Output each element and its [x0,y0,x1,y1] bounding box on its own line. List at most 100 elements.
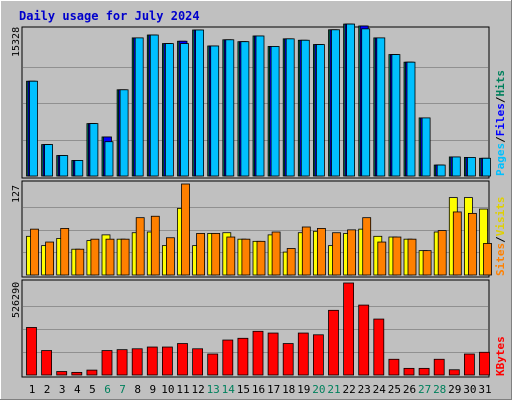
x-label-day-30: 30 [463,383,476,396]
bar-kbytes-day-6 [101,350,113,376]
x-label-day-14: 14 [222,383,236,396]
bar-sites-day-22 [347,229,357,276]
legend-sep-2: / [494,96,507,103]
x-label-day-6: 6 [104,383,111,396]
bar-pages-day-2 [44,144,53,177]
bar-pages-day-3 [59,155,69,177]
bar-pages-day-12 [195,29,205,177]
bar-pages-day-14 [225,39,235,177]
bar-sites-day-6 [105,238,115,276]
hits-files-pages-panel [21,26,490,179]
panel-3-frame [21,279,490,378]
bar-sites-day-16 [256,240,266,276]
legend-pages: Pages [494,143,507,176]
bar-sites-day-25 [392,236,402,276]
x-label-day-16: 16 [252,383,265,396]
bar-pages-day-26 [406,61,416,177]
bar-sites-day-31 [483,243,492,276]
bar-sites-day-5 [90,238,100,276]
bar-pages-day-16 [255,35,265,177]
bar-sites-day-27 [422,250,432,276]
bar-kbytes-day-18 [282,343,294,376]
legend-visits: Visits [494,197,507,237]
bar-kbytes-day-23 [358,304,370,376]
bar-kbytes-day-21 [328,309,339,376]
bar-sites-day-26 [407,238,417,276]
bar-pages-day-7 [119,89,129,177]
x-axis-labels: 1 2 3 4 5 6 7 8 9 10 11 12 13 14 15 16 17 18 19 20 21 22 23 24 2… [29,383,492,396]
bar-sites-day-29 [452,211,462,276]
bar-kbytes-day-16 [252,330,264,376]
legend-sites-visits: Sites/Visits [494,197,507,277]
bar-kbytes-day-1 [26,327,37,376]
bar-pages-day-21 [331,29,340,177]
panel-1-max-label: 15328 [11,27,22,57]
bar-kbytes-day-20 [312,334,324,376]
legend-kbytes: KBytes [494,336,507,376]
panel-2-max-label: 127 [11,185,22,203]
x-label-day-8: 8 [134,383,141,396]
bar-pages-day-5 [89,123,99,177]
panel-2-frame [21,180,490,278]
x-label-day-5: 5 [89,383,96,396]
bar-kbytes-day-19 [297,332,309,376]
x-label-day-12: 12 [191,383,204,396]
bar-kbytes-day-11 [177,343,188,376]
bar-kbytes-day-8 [131,348,143,376]
visits-sites-panel [21,180,490,278]
bar-sites-day-28 [437,230,447,276]
bar-pages-day-9 [149,34,159,177]
bar-sites-day-17 [271,231,281,276]
x-label-day-4: 4 [74,383,81,396]
bar-kbytes-day-14 [222,339,234,376]
x-label-day-28: 28 [433,383,446,396]
bar-sites-day-20 [316,228,326,276]
x-label-day-9: 9 [149,383,156,396]
bar-sites-day-15 [241,238,251,276]
bars-layer [23,23,492,376]
bar-sites-day-13 [211,233,221,276]
bar-pages-day-22 [346,23,356,177]
bar-kbytes-day-4 [71,371,83,376]
bar-sites-day-10 [165,237,175,276]
x-label-day-22: 22 [342,383,355,396]
bar-sites-day-23 [362,217,372,276]
bar-pages-day-27 [421,117,431,177]
bar-pages-day-15 [240,41,250,177]
x-label-day-23: 23 [358,383,371,396]
bar-kbytes-day-10 [161,346,173,376]
bar-sites-day-2 [45,241,54,276]
bar-sites-day-3 [60,228,70,276]
bar-kbytes-day-3 [56,371,68,376]
panel-3-max-label: 526290 [11,282,22,318]
bar-pages-day-23 [361,28,371,177]
bar-sites-day-4 [75,248,85,276]
bar-kbytes-day-25 [388,358,400,376]
bar-pages-day-29 [451,156,461,177]
bar-pages-day-11 [180,43,189,177]
x-label-day-10: 10 [161,383,174,396]
x-label-day-3: 3 [59,383,66,396]
x-label-day-7: 7 [119,383,126,396]
bar-kbytes-day-26 [403,367,415,376]
bar-pages-day-1 [29,80,38,177]
bar-kbytes-day-22 [343,282,355,376]
bar-kbytes-day-5 [86,369,98,376]
bar-pages-day-30 [466,157,476,177]
bar-pages-day-28 [436,164,446,177]
x-label-day-2: 2 [44,383,51,396]
bar-kbytes-day-15 [237,337,249,376]
bar-kbytes-day-2 [41,350,52,376]
bar-sites-day-9 [150,215,160,276]
x-label-day-18: 18 [282,383,295,396]
bar-kbytes-day-29 [448,369,460,376]
bar-kbytes-day-31 [479,351,490,376]
bar-sites-day-11 [181,183,190,276]
x-label-day-1: 1 [29,383,36,396]
x-label-day-27: 27 [418,383,431,396]
x-label-day-15: 15 [237,383,250,396]
x-label-day-13: 13 [207,383,220,396]
bar-sites-day-7 [120,238,130,276]
